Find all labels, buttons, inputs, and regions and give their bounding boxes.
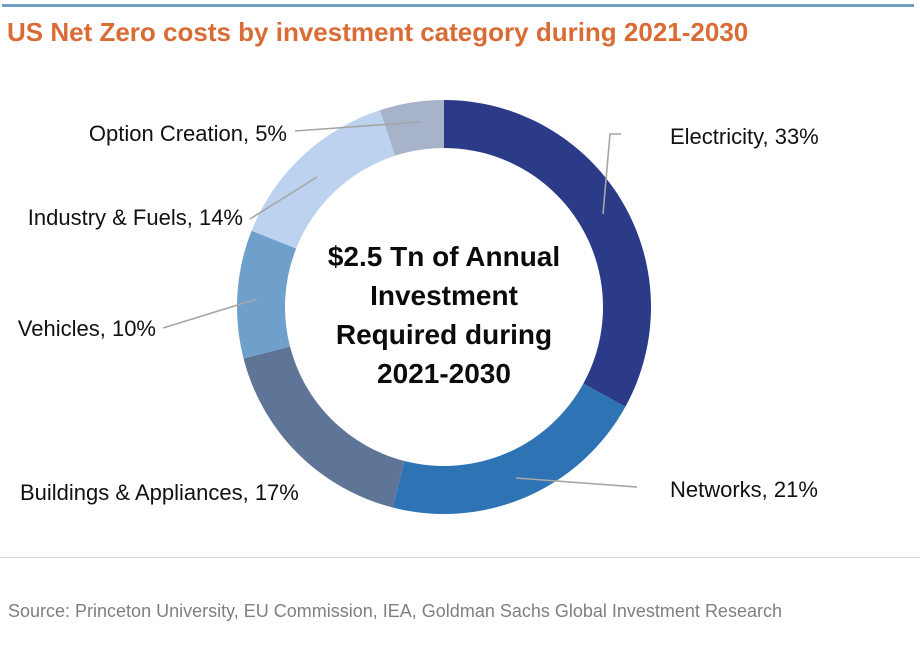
footer-divider xyxy=(0,557,920,558)
donut-center-label: $2.5 Tn of Annual Investment Required du… xyxy=(244,237,644,393)
leader-line-option-creation xyxy=(294,121,421,132)
leader-line-electricity xyxy=(602,133,621,215)
slice-label-option-creation: Option Creation, 5% xyxy=(88,121,287,146)
slice-label-buildings-appliances: Buildings & Appliances, 17% xyxy=(20,480,299,505)
donut-slice-industry-fuels xyxy=(251,110,395,249)
center-label-line: $2.5 Tn of Annual xyxy=(327,241,561,272)
leader-line-industry-fuels xyxy=(249,176,318,220)
chart-title: US Net Zero costs by investment category… xyxy=(7,17,749,47)
source-attribution: Source: Princeton University, EU Commiss… xyxy=(8,601,782,621)
slice-label-electricity: Electricity, 33% xyxy=(670,124,819,149)
donut-slice-vehicles xyxy=(236,230,297,359)
donut-slice-option-creation xyxy=(380,100,444,156)
slice-label-vehicles: Vehicles, 10% xyxy=(17,316,156,341)
leader-line-vehicles xyxy=(162,298,258,329)
top-accent-rule xyxy=(2,4,914,7)
donut-slice-buildings-appliances xyxy=(243,346,405,508)
leader-line-networks xyxy=(515,477,638,488)
slice-label-networks: Networks, 21% xyxy=(670,477,818,502)
center-label-line: Required during xyxy=(335,319,553,350)
center-label-line: Investment xyxy=(370,280,518,311)
slice-label-industry-fuels: Industry & Fuels, 14% xyxy=(27,205,243,230)
center-label-line: 2021-2030 xyxy=(377,358,511,389)
donut-slice-networks xyxy=(392,383,626,515)
donut-slice-electricity xyxy=(444,99,652,407)
